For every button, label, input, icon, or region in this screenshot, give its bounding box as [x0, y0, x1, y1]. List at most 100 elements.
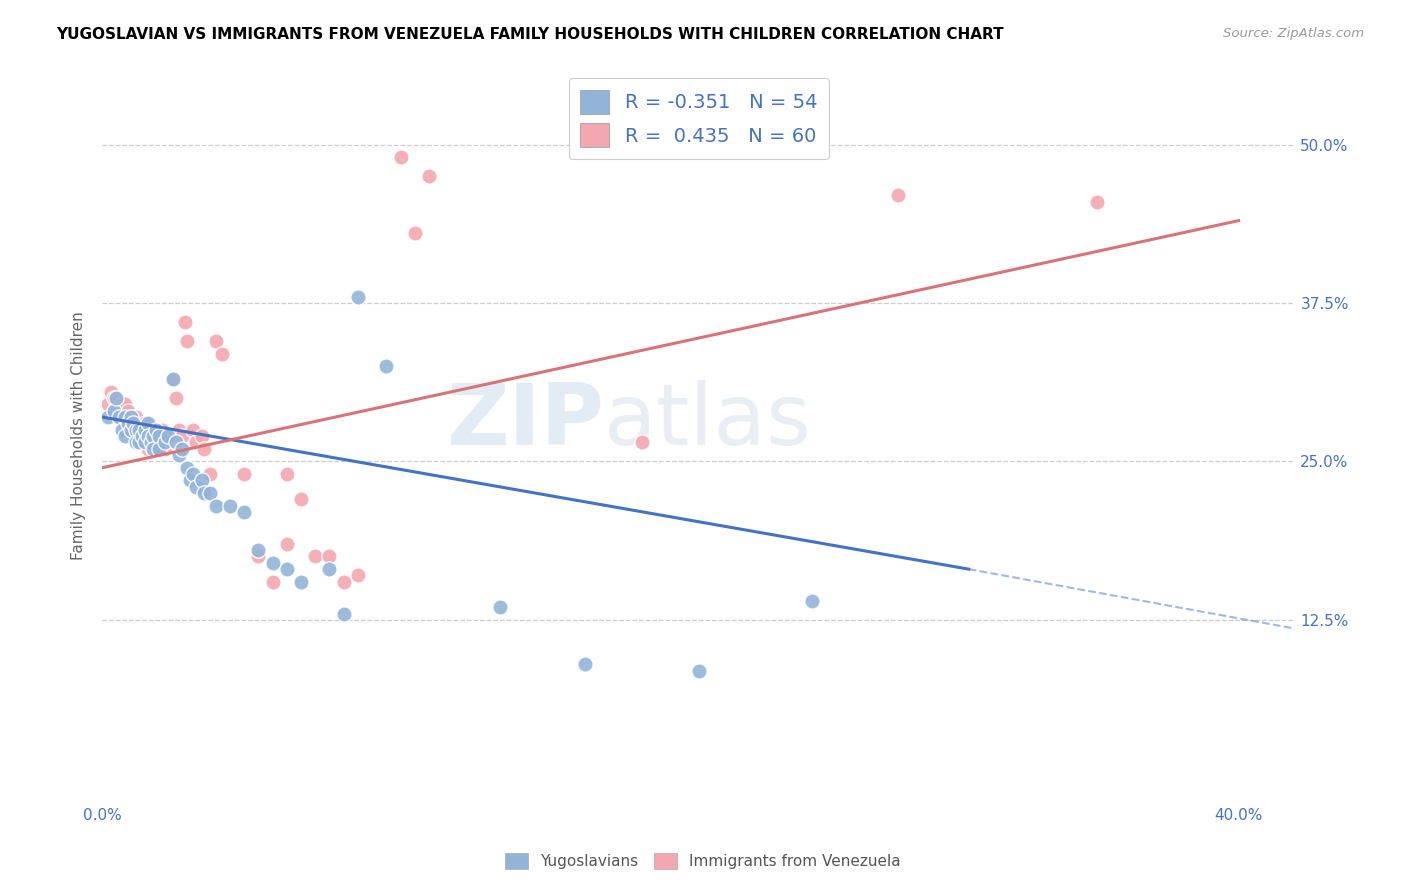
Point	[211, 347, 233, 361]
Point	[142, 429, 165, 443]
Point	[125, 435, 148, 450]
Point	[97, 410, 120, 425]
Point	[290, 574, 312, 589]
Point	[318, 562, 340, 576]
Point	[389, 150, 412, 164]
Point	[318, 549, 340, 564]
Point	[125, 423, 148, 437]
Point	[103, 403, 125, 417]
Point	[114, 397, 136, 411]
Point	[375, 359, 398, 374]
Point	[145, 429, 167, 443]
Point	[290, 492, 312, 507]
Point	[165, 391, 187, 405]
Point	[114, 417, 136, 431]
Point	[131, 429, 153, 443]
Point	[128, 423, 150, 437]
Point	[574, 657, 596, 672]
Point	[111, 397, 134, 411]
Point	[247, 549, 270, 564]
Point	[142, 423, 165, 437]
Point	[205, 334, 228, 348]
Point	[145, 442, 167, 456]
Point	[886, 188, 908, 202]
Point	[153, 435, 176, 450]
Point	[181, 423, 204, 437]
Point	[134, 423, 156, 437]
Point	[688, 664, 710, 678]
Y-axis label: Family Households with Children: Family Households with Children	[72, 311, 86, 560]
Point	[276, 537, 298, 551]
Point	[332, 607, 354, 621]
Point	[139, 429, 162, 443]
Point	[117, 403, 139, 417]
Point	[125, 410, 148, 425]
Text: Source: ZipAtlas.com: Source: ZipAtlas.com	[1223, 27, 1364, 40]
Point	[136, 417, 159, 431]
Point	[136, 423, 159, 437]
Point	[190, 474, 212, 488]
Point	[162, 372, 184, 386]
Legend: Yugoslavians, Immigrants from Venezuela: Yugoslavians, Immigrants from Venezuela	[499, 847, 907, 875]
Point	[247, 543, 270, 558]
Point	[134, 435, 156, 450]
Point	[105, 403, 128, 417]
Point	[142, 442, 165, 456]
Point	[142, 442, 165, 456]
Text: YUGOSLAVIAN VS IMMIGRANTS FROM VENEZUELA FAMILY HOUSEHOLDS WITH CHILDREN CORRELA: YUGOSLAVIAN VS IMMIGRANTS FROM VENEZUELA…	[56, 27, 1004, 42]
Point	[1085, 194, 1108, 209]
Text: ZIP: ZIP	[446, 380, 603, 463]
Point	[179, 474, 201, 488]
Point	[184, 480, 207, 494]
Point	[105, 391, 128, 405]
Point	[176, 334, 198, 348]
Point	[156, 429, 179, 443]
Point	[184, 435, 207, 450]
Legend: R = -0.351   N = 54, R =  0.435   N = 60: R = -0.351 N = 54, R = 0.435 N = 60	[568, 78, 830, 159]
Point	[97, 397, 120, 411]
Point	[134, 435, 156, 450]
Point	[304, 549, 326, 564]
Point	[190, 429, 212, 443]
Point	[145, 423, 167, 437]
Point	[262, 574, 284, 589]
Point	[162, 372, 184, 386]
Point	[136, 442, 159, 456]
Point	[347, 290, 370, 304]
Point	[150, 423, 173, 437]
Point	[193, 486, 215, 500]
Point	[153, 442, 176, 456]
Point	[176, 460, 198, 475]
Point	[148, 442, 170, 456]
Point	[148, 442, 170, 456]
Point	[181, 467, 204, 481]
Point	[131, 429, 153, 443]
Point	[198, 467, 221, 481]
Point	[122, 417, 145, 431]
Point	[114, 410, 136, 425]
Point	[219, 499, 242, 513]
Point	[167, 448, 190, 462]
Point	[170, 442, 193, 456]
Point	[205, 499, 228, 513]
Point	[153, 429, 176, 443]
Point	[173, 315, 195, 329]
Point	[332, 574, 354, 589]
Point	[276, 562, 298, 576]
Point	[347, 568, 370, 582]
Point	[136, 429, 159, 443]
Point	[193, 442, 215, 456]
Point	[108, 410, 131, 425]
Point	[165, 435, 187, 450]
Point	[120, 423, 142, 437]
Point	[418, 169, 440, 184]
Point	[128, 435, 150, 450]
Point	[100, 384, 122, 399]
Point	[489, 600, 512, 615]
Point	[170, 429, 193, 443]
Point	[404, 227, 426, 241]
Point	[276, 467, 298, 481]
Point	[167, 423, 190, 437]
Point	[631, 435, 654, 450]
Point	[120, 410, 142, 425]
